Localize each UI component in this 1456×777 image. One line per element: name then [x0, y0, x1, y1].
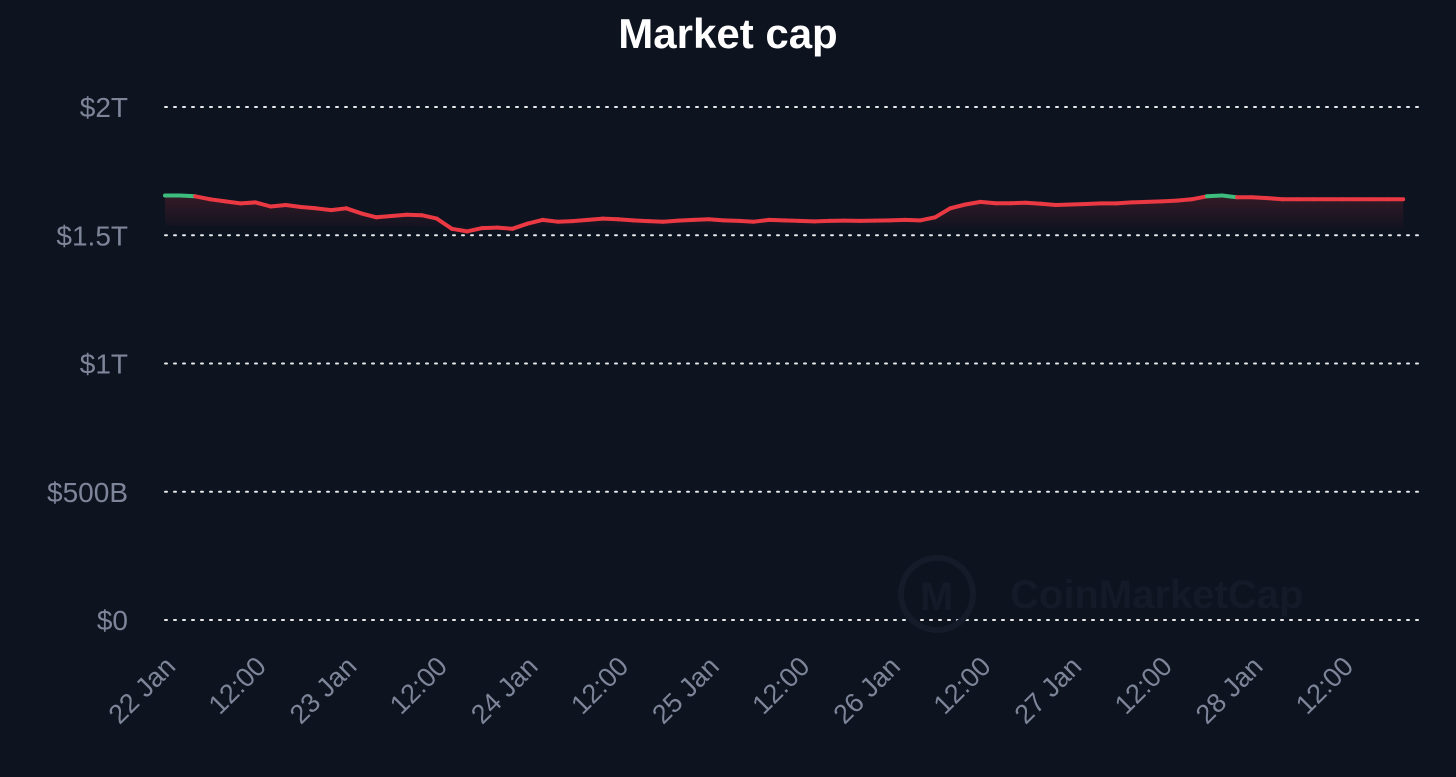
series-segment	[963, 199, 983, 207]
series-segment	[540, 217, 560, 224]
y-tick-label: $0	[97, 605, 128, 636]
x-axis-ticks: 22 Jan 12:00 23 Jan 12:00 24 Jan 12:00 25 Jan 1…	[103, 651, 1359, 730]
x-tick-label: 12:00	[928, 651, 997, 720]
series-segment	[253, 200, 273, 209]
series-segment	[1174, 197, 1194, 203]
series-glow	[165, 195, 1404, 232]
series-segment	[268, 203, 288, 209]
series-segment	[329, 206, 349, 213]
series-line	[163, 193, 1406, 234]
x-tick-label: 26 Jan	[828, 651, 907, 730]
series-segment	[374, 214, 394, 220]
series-segment	[887, 217, 907, 223]
series-segment	[812, 218, 832, 224]
series-segment	[238, 200, 258, 206]
series-segment	[1129, 199, 1149, 205]
series-segment	[1204, 193, 1224, 199]
series-segment	[1250, 195, 1270, 201]
series-segment	[449, 226, 469, 234]
x-tick-label: 27 Jan	[1009, 651, 1088, 730]
series-segment	[510, 221, 530, 231]
series-segment	[359, 211, 379, 220]
series-segment	[782, 218, 802, 223]
series-segment	[661, 218, 681, 224]
series-segment	[585, 216, 605, 222]
series-segment	[1008, 200, 1028, 206]
series-segment	[1144, 199, 1164, 204]
watermark-wordmark: CoinMarketCap	[1010, 573, 1303, 617]
series-segment	[978, 199, 998, 206]
series-segment	[419, 213, 439, 221]
series-segment	[736, 218, 756, 224]
series-segment	[1220, 193, 1240, 200]
series-segment	[555, 219, 575, 224]
series-segment	[404, 212, 424, 218]
series-segment	[1023, 200, 1043, 206]
y-axis-ticks: $2T $1.5T $1T $500B $0	[47, 92, 128, 636]
series-segment	[616, 217, 636, 223]
series-glow-area	[165, 195, 1404, 232]
series-segment	[1053, 202, 1073, 207]
series-segment	[283, 203, 303, 209]
x-tick-label: 12:00	[746, 651, 815, 720]
x-tick-label: 22 Jan	[103, 651, 182, 730]
series-segment	[223, 199, 243, 206]
y-tick-label: $2T	[80, 92, 128, 123]
x-tick-label: 24 Jan	[465, 651, 544, 730]
series-segment	[721, 218, 741, 223]
series-segment	[1114, 200, 1134, 206]
x-tick-label: 12:00	[565, 651, 634, 720]
series-segment	[525, 217, 545, 226]
series-segment	[298, 205, 318, 211]
y-tick-label: $500B	[47, 477, 128, 508]
series-segment	[646, 219, 666, 224]
series-segment	[933, 206, 953, 220]
x-tick-label: 12:00	[384, 651, 453, 720]
series-segment	[948, 202, 968, 211]
series-segment	[631, 218, 651, 224]
x-tick-label: 12:00	[203, 651, 272, 720]
series-segment	[797, 218, 817, 224]
watermark-mark: M	[920, 575, 953, 619]
series-segment	[751, 217, 771, 224]
series-segment	[918, 215, 938, 223]
series-segment	[314, 206, 334, 213]
x-tick-label: 12:00	[1290, 651, 1359, 720]
series-segment	[434, 216, 454, 231]
watermark-logo: M CoinMarketCap	[898, 555, 1303, 633]
series-segment	[344, 206, 364, 216]
series-segment	[495, 225, 515, 231]
x-tick-label: 12:00	[1109, 651, 1178, 720]
series-segment	[465, 226, 485, 234]
series-segment	[767, 217, 787, 223]
y-tick-label: $1.5T	[56, 220, 128, 251]
series-segment	[480, 225, 500, 231]
x-tick-label: 23 Jan	[284, 651, 363, 730]
series-segment	[676, 217, 696, 223]
series-segment	[1189, 194, 1209, 202]
grid-lines	[164, 106, 1421, 621]
chart-title: Market cap	[618, 10, 838, 57]
series-segment	[208, 197, 228, 204]
x-tick-label: 25 Jan	[646, 651, 725, 730]
y-tick-label: $1T	[80, 349, 128, 380]
series-segment	[1069, 202, 1089, 207]
series-segment	[178, 193, 198, 199]
series-segment	[1265, 196, 1285, 202]
series-segment	[1084, 201, 1104, 206]
series-segment	[570, 217, 590, 224]
series-segment	[691, 217, 711, 222]
series-segment	[600, 216, 620, 222]
series-segment	[1038, 201, 1058, 207]
series-segment	[902, 217, 922, 223]
x-tick-label: 28 Jan	[1190, 651, 1269, 730]
series-segment	[389, 212, 409, 218]
series-segment	[1159, 198, 1179, 204]
series-segment	[706, 217, 726, 223]
series-segment	[193, 194, 213, 202]
